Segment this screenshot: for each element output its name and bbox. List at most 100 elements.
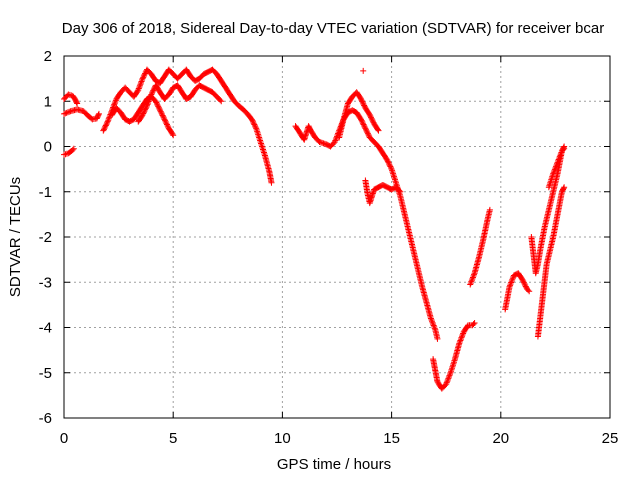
data-point [552, 164, 559, 171]
data-point [552, 163, 559, 170]
data-point [332, 136, 339, 143]
data-point [385, 159, 392, 166]
y-tick-label: -1 [39, 184, 52, 201]
series-trace-m [502, 270, 533, 313]
data-point [366, 111, 373, 118]
data-point [384, 157, 391, 164]
data-point [170, 132, 177, 139]
data-point [507, 280, 514, 287]
data-point [101, 125, 108, 132]
data-point [141, 71, 148, 78]
data-point [160, 113, 167, 120]
data-point [431, 325, 438, 332]
series-trace-o [534, 184, 568, 340]
data-point [268, 179, 275, 186]
x-tick-label: 10 [274, 430, 291, 447]
data-point [459, 333, 466, 340]
series-trace-a [61, 91, 81, 107]
data-point [69, 146, 76, 153]
series-trace-d [100, 66, 275, 186]
data-point [362, 125, 369, 132]
x-tick-label: 15 [383, 430, 400, 447]
data-point [360, 67, 367, 74]
data-point [444, 376, 451, 383]
data-point [471, 319, 478, 326]
data-point [428, 316, 435, 323]
data-point [507, 282, 514, 289]
data-point [508, 278, 515, 285]
data-point [509, 275, 516, 282]
data-point [150, 87, 157, 94]
y-tick-label: -3 [39, 274, 52, 291]
y-tick-label: 2 [44, 48, 52, 65]
series-trace-k [430, 319, 478, 392]
data-point [147, 94, 154, 101]
data-point [550, 169, 557, 176]
data-point [364, 129, 371, 136]
data-point [456, 338, 463, 345]
data-point [111, 101, 118, 108]
data-point [522, 282, 529, 289]
data-point [358, 116, 365, 123]
data-point [457, 336, 464, 343]
data-point [363, 127, 370, 134]
data-point [467, 281, 474, 288]
data-point [551, 166, 558, 173]
data-point [169, 131, 176, 138]
data-point [153, 99, 160, 106]
y-axis-label: SDTVAR / TECUs [7, 177, 24, 297]
data-point [556, 155, 563, 162]
data-point [358, 95, 365, 102]
data-point [142, 70, 149, 77]
data-point [457, 337, 464, 344]
data-point [111, 100, 118, 107]
data-point [158, 111, 165, 118]
data-point [384, 158, 391, 165]
data-point [445, 375, 452, 382]
data-point [156, 106, 163, 113]
y-tick-label: -6 [39, 410, 52, 427]
data-point [163, 120, 170, 127]
data-point [486, 206, 493, 213]
data-point [360, 121, 367, 128]
data-point [154, 102, 161, 109]
data-point [550, 170, 557, 177]
data-point [103, 121, 110, 128]
data-point [100, 127, 107, 134]
data-points [61, 66, 568, 392]
data-point [163, 121, 170, 128]
data-point [249, 117, 256, 124]
data-point [148, 91, 155, 98]
data-point [162, 117, 169, 124]
series-trace-g [292, 107, 441, 342]
data-point [218, 98, 225, 105]
data-point [104, 118, 111, 125]
data-point [469, 274, 476, 281]
data-point [143, 102, 150, 109]
data-point [375, 127, 382, 134]
data-point [135, 85, 142, 92]
data-point [157, 108, 164, 115]
data-point [251, 122, 258, 129]
data-point [520, 279, 527, 286]
data-point [134, 88, 141, 95]
data-point [331, 138, 338, 145]
data-point [100, 126, 107, 133]
data-point [137, 79, 144, 86]
data-point [374, 126, 381, 133]
data-point [104, 119, 111, 126]
data-point [434, 335, 441, 342]
data-point [368, 114, 375, 121]
data-point [553, 162, 560, 169]
data-point [519, 276, 526, 283]
data-point [363, 126, 370, 133]
data-point [555, 157, 562, 164]
data-point [359, 120, 366, 127]
data-point [136, 82, 143, 89]
data-point [468, 277, 475, 284]
data-point [360, 101, 367, 108]
data-point [250, 120, 257, 127]
x-tick-label: 20 [492, 430, 509, 447]
data-point [522, 283, 529, 290]
